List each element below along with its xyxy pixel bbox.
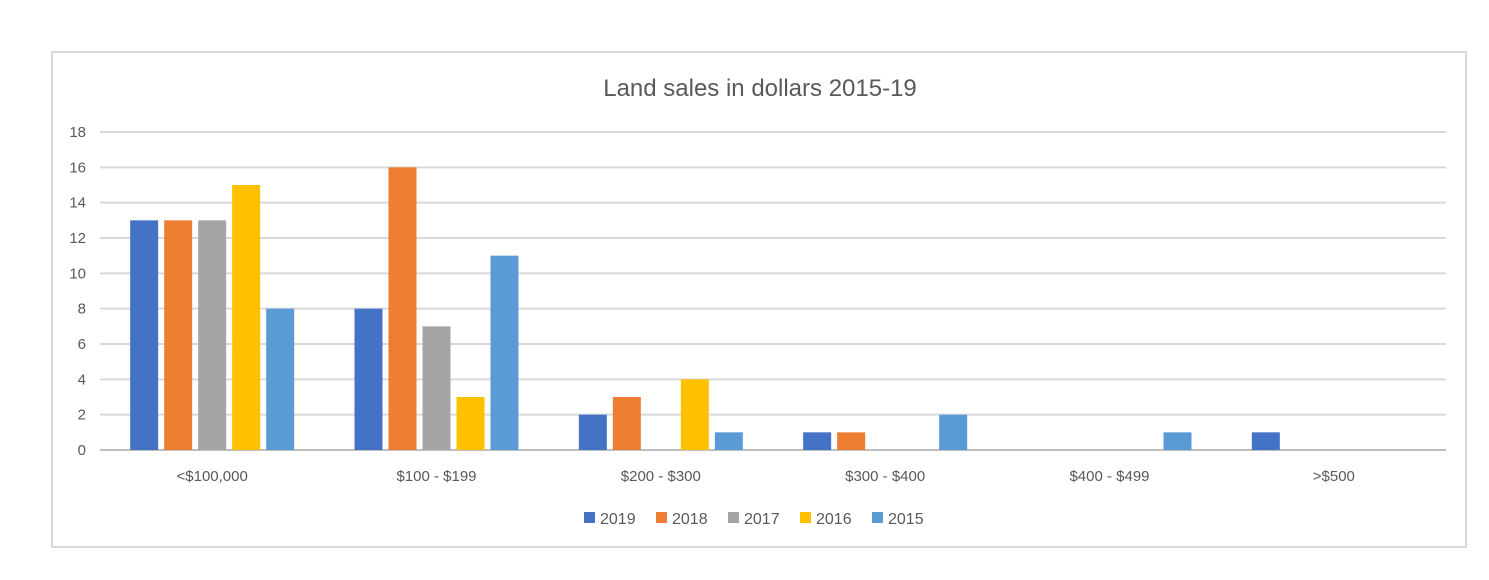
x-tick-label: $300 - $400 <box>845 468 925 485</box>
x-tick-label: $400 - $499 <box>1069 468 1149 485</box>
gridlines <box>100 131 1446 451</box>
bar-2019-2 <box>578 414 607 450</box>
bar-2015-3 <box>939 414 968 450</box>
y-tick-label: 6 <box>78 336 86 353</box>
legend-label-2016: 2016 <box>816 511 852 528</box>
bar-2019-5 <box>1251 432 1280 450</box>
chart-title: Land sales in dollars 2015-19 <box>603 75 917 102</box>
bar-2018-3 <box>837 432 866 450</box>
bar-2017-1 <box>422 326 451 450</box>
legend: 2019 2018 2017 2016 2015 <box>584 511 924 528</box>
bar-2016-2 <box>680 379 709 450</box>
bar-2017-0 <box>198 220 227 450</box>
x-tick-label: <$100,000 <box>177 468 248 485</box>
bar-2015-1 <box>490 255 519 450</box>
bar-2016-1 <box>456 397 485 450</box>
y-tick-label: 8 <box>78 301 86 318</box>
bar-2015-0 <box>266 308 295 450</box>
legend-label-2017: 2017 <box>744 511 780 528</box>
x-tick-label: $200 - $300 <box>621 468 701 485</box>
legend-swatch-2018 <box>656 512 667 523</box>
bar-2018-2 <box>612 397 641 450</box>
legend-swatch-2017 <box>728 512 739 523</box>
chart-frame <box>51 51 1467 548</box>
x-axis: <$100,000 $100 - $199 $200 - $300 $300 - $4… <box>177 468 1355 485</box>
y-tick-label: 4 <box>78 371 86 388</box>
bar-2015-4 <box>1163 432 1192 450</box>
y-tick-label: 14 <box>69 195 86 212</box>
y-tick-label: 18 <box>69 124 86 141</box>
y-tick-label: 12 <box>69 230 86 247</box>
legend-label-2015: 2015 <box>888 511 924 528</box>
x-tick-label: $100 - $199 <box>396 468 476 485</box>
legend-label-2019: 2019 <box>600 511 636 528</box>
legend-swatch-2015 <box>872 512 883 523</box>
bar-2019-1 <box>354 308 383 450</box>
bar-2019-3 <box>803 432 832 450</box>
bar-2018-0 <box>164 220 193 450</box>
y-axis: 0 2 4 6 8 10 12 14 16 18 <box>69 124 86 459</box>
y-tick-label: 0 <box>78 442 86 459</box>
bar-2016-0 <box>232 185 261 450</box>
bar-2018-1 <box>388 167 417 451</box>
legend-swatch-2019 <box>584 512 595 523</box>
bars <box>130 167 1280 451</box>
x-tick-label: >$500 <box>1313 468 1355 485</box>
y-tick-label: 10 <box>69 265 86 282</box>
y-tick-label: 16 <box>69 159 86 176</box>
y-tick-label: 2 <box>78 407 86 424</box>
legend-swatch-2016 <box>800 512 811 523</box>
bar-2015-2 <box>714 432 743 450</box>
bar-2019-0 <box>130 220 159 450</box>
legend-label-2018: 2018 <box>672 511 708 528</box>
